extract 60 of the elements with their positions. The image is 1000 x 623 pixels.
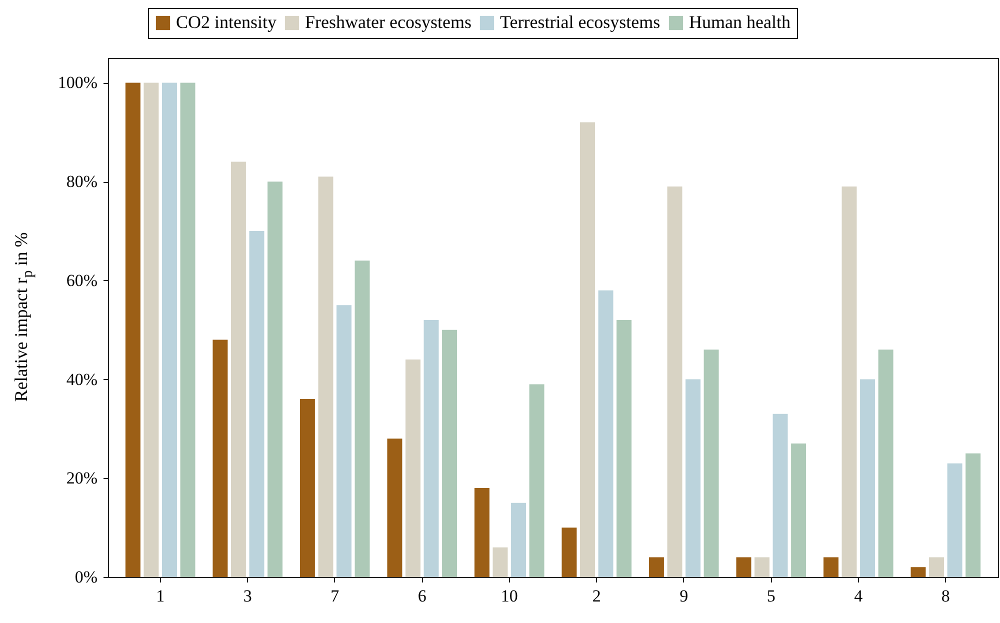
bar xyxy=(966,453,981,577)
bar xyxy=(405,360,420,577)
y-tick-label: 0% xyxy=(74,568,98,586)
bar xyxy=(336,305,352,577)
bar xyxy=(442,330,458,577)
legend-label: Terrestrial ecosystems xyxy=(500,12,660,32)
bar xyxy=(754,557,770,577)
legend-label: CO2 intensity xyxy=(176,12,277,32)
bar xyxy=(212,340,228,577)
bar xyxy=(144,82,159,577)
bar xyxy=(598,290,614,577)
y-tick-label: 80% xyxy=(66,172,98,192)
bar xyxy=(162,82,177,577)
bar xyxy=(249,231,264,577)
bar xyxy=(929,557,944,577)
bar xyxy=(860,379,876,577)
y-tick-label: 100% xyxy=(58,73,98,92)
legend-label: Human health xyxy=(689,12,790,32)
bar xyxy=(300,399,315,577)
bar xyxy=(667,186,682,577)
bar xyxy=(354,260,370,577)
bar xyxy=(474,488,490,577)
legend-label: Freshwater ecosystems xyxy=(305,12,472,32)
bar xyxy=(230,162,246,577)
bar xyxy=(878,350,894,577)
x-tick-label: 8 xyxy=(941,586,950,606)
bar xyxy=(736,557,752,577)
bar xyxy=(125,82,140,577)
bar xyxy=(511,502,526,577)
bar xyxy=(492,547,508,577)
bar xyxy=(562,528,577,577)
bar xyxy=(947,463,962,577)
x-tick-label: 10 xyxy=(500,586,518,606)
y-tick-label: 40% xyxy=(66,370,98,389)
x-tick-label: 2 xyxy=(592,586,601,606)
x-tick-label: 3 xyxy=(243,586,252,606)
x-tick-label: 7 xyxy=(330,586,340,606)
x-tick-label: 4 xyxy=(854,586,864,606)
bar xyxy=(686,379,701,577)
bar xyxy=(318,176,334,577)
bar xyxy=(842,186,857,577)
x-tick-label: 9 xyxy=(680,586,688,606)
bar xyxy=(910,567,926,577)
bar xyxy=(704,350,719,577)
bar xyxy=(823,557,838,577)
bar xyxy=(648,557,664,577)
bar xyxy=(268,182,283,577)
bar xyxy=(387,438,402,577)
y-tick-label: 20% xyxy=(66,468,98,488)
bar xyxy=(580,122,595,577)
bar xyxy=(424,320,439,577)
bar xyxy=(772,414,788,577)
x-tick-label: 5 xyxy=(766,586,776,606)
y-tick-label: 60% xyxy=(66,270,98,290)
bar xyxy=(791,444,806,577)
x-tick-label: 6 xyxy=(418,586,426,606)
x-tick-label: 1 xyxy=(156,586,165,606)
bar xyxy=(529,384,544,577)
bar xyxy=(616,320,632,577)
bar xyxy=(180,82,196,577)
